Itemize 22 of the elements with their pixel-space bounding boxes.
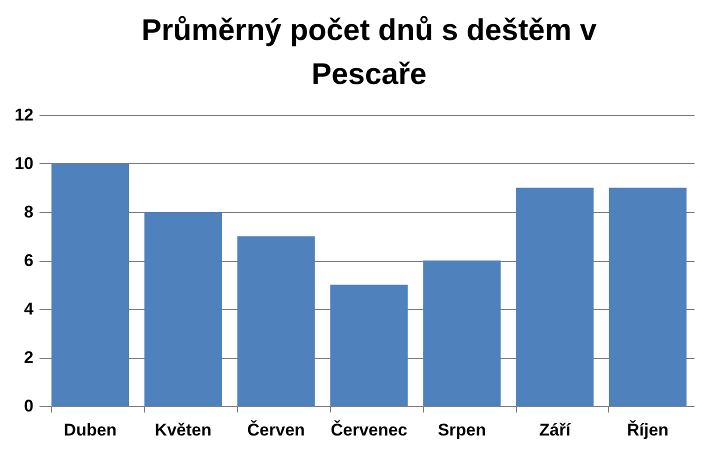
x-tick-label: Září: [539, 420, 572, 440]
bar: [423, 260, 501, 406]
x-tick-label: Červenec: [330, 420, 408, 440]
x-tick-label: Květen: [154, 420, 212, 440]
y-tick-label: 0: [24, 396, 34, 416]
bar: [330, 284, 408, 406]
x-tick-label: Říjen: [626, 420, 669, 440]
bar: [516, 188, 594, 406]
x-tick-label: Duben: [64, 420, 117, 440]
bar: [237, 236, 315, 406]
y-tick-label: 6: [24, 251, 34, 270]
x-tick-label: Červen: [247, 420, 305, 440]
y-tick-label: 12: [14, 106, 34, 124]
y-tick-label: 8: [24, 202, 34, 222]
y-tick-label: 4: [24, 300, 34, 318]
y-tick-label: 10: [14, 154, 34, 173]
bar: [51, 164, 130, 406]
bar: [608, 188, 687, 406]
chart-title: Průměrný počet dnů s deštěm v Pescaře: [141, 14, 597, 91]
bar: [144, 212, 222, 406]
y-tick-label: 2: [24, 348, 34, 367]
x-tick-label: Srpen: [438, 420, 486, 440]
